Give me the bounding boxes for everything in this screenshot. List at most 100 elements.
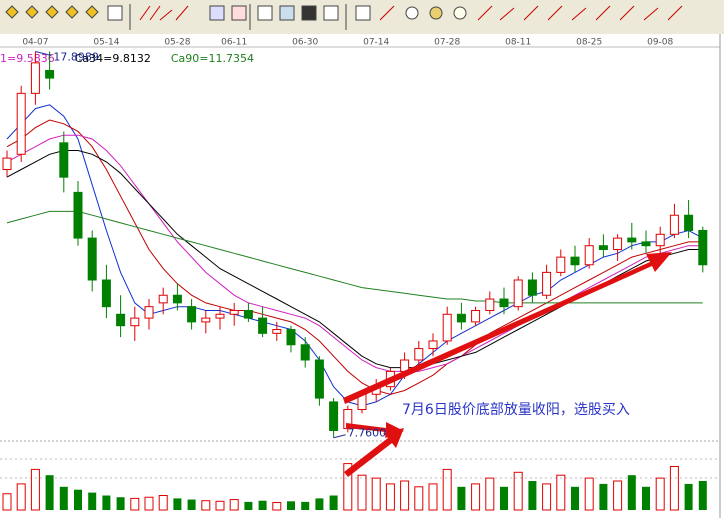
x-tick-label: 08-11: [505, 38, 531, 48]
x-tick-label: 08-25: [576, 38, 602, 48]
volume-bar: [414, 486, 424, 511]
candle-body: [414, 348, 424, 361]
volume-bar: [130, 497, 140, 511]
ma-line: [6, 104, 704, 407]
volume-bar: [400, 480, 410, 511]
candle-body: [669, 214, 679, 235]
candle-body: [286, 329, 296, 346]
volume-bar: [201, 500, 211, 511]
volume-bar: [30, 468, 40, 511]
candle-body: [456, 313, 466, 323]
x-tick-label: 05-14: [93, 38, 119, 48]
x-tick-label: 05-28: [164, 38, 190, 48]
volume-bar: [102, 495, 111, 510]
volume-bar: [655, 477, 665, 511]
volume-bar: [471, 483, 481, 511]
low-pointer: [333, 434, 346, 439]
candle-body: [613, 237, 623, 251]
volume-bar: [371, 477, 381, 511]
legend-entry: Ca34=9.8132: [75, 52, 151, 65]
candle-body: [655, 233, 665, 247]
candle-body: [300, 344, 310, 361]
candle-body: [101, 279, 111, 308]
candle-body: [16, 92, 26, 155]
candle-body: [598, 245, 608, 251]
volume-bar: [315, 498, 324, 510]
volume-bar: [229, 499, 239, 511]
volume-bar: [642, 486, 650, 510]
candle-body: [513, 279, 523, 308]
trend-arrow: [343, 252, 672, 404]
x-tick-label: 06-30: [292, 38, 318, 48]
volume-bar: [88, 492, 97, 510]
volume-bar: [45, 475, 54, 510]
candle-body: [329, 401, 339, 431]
candle-body: [499, 298, 509, 308]
volume-bar: [357, 474, 367, 511]
volume-bar: [74, 489, 82, 510]
candle-body: [542, 271, 552, 296]
legend-entry: Ca90=11.7354: [171, 52, 254, 65]
volume-bar: [158, 495, 168, 511]
volume-bar: [144, 496, 154, 511]
candle-body: [73, 191, 83, 239]
candle-body: [215, 313, 225, 319]
volume-bar: [16, 483, 26, 511]
candle-body: [130, 317, 140, 327]
x-tick-label: 07-28: [434, 38, 460, 48]
volume-bar: [613, 480, 623, 511]
bottom-arrow: [346, 422, 404, 438]
candle-body: [570, 256, 580, 266]
candle-body: [684, 214, 694, 231]
volume-bar: [428, 483, 438, 511]
ma-line: [6, 134, 703, 372]
candle-body: [243, 309, 253, 319]
candle-body: [229, 309, 239, 315]
volume-panel: [2, 463, 707, 511]
candle-body: [201, 317, 211, 323]
candle-body: [471, 309, 481, 323]
candle-body: [144, 306, 154, 319]
volume-bar: [173, 498, 182, 510]
ma-line: [6, 150, 703, 369]
toolbar: [0, 0, 724, 34]
candle-body: [627, 237, 637, 243]
volume-bar: [528, 481, 537, 510]
candle-body: [2, 157, 12, 171]
candle-body: [527, 279, 537, 296]
volume-bar: [684, 483, 693, 510]
ma-line: [6, 210, 703, 304]
volume-bar: [59, 486, 68, 510]
volume-bar: [187, 499, 196, 510]
volume-bar: [301, 501, 310, 510]
candle-body: [556, 256, 566, 273]
candle-body: [172, 294, 182, 304]
candle-body: [485, 298, 495, 311]
ma-lines: [6, 104, 704, 407]
candle-body: [87, 237, 97, 281]
volume-bar: [329, 495, 338, 510]
volume-bar: [627, 475, 636, 510]
legend-entry: 1=9.5836: [0, 52, 55, 65]
volume-bar: [2, 493, 12, 511]
arrows: [343, 252, 672, 477]
legend: 1=9.5836 Ca34=9.8132 Ca90=11.7354: [0, 52, 254, 65]
volume-bar: [542, 483, 552, 511]
volume-bar: [584, 477, 594, 511]
volume-bar: [599, 483, 608, 510]
volume-bar: [556, 474, 566, 511]
volume-bar: [513, 471, 523, 511]
annotation: 7月6日股价底部放量收阳，选股买入: [402, 402, 630, 418]
volume-bar: [698, 481, 707, 510]
volume-bar: [116, 497, 125, 510]
candle-body: [158, 294, 168, 304]
volume-bar: [287, 501, 295, 510]
toolbar-icons[interactable]: [5, 4, 683, 30]
volume-bar: [385, 483, 395, 511]
volume-bar: [485, 477, 495, 511]
volume-bar: [244, 501, 253, 510]
volume-bar: [669, 466, 679, 511]
volume-bar: [500, 486, 508, 510]
candle-body: [698, 229, 708, 266]
x-tick-label: 06-11: [221, 38, 247, 48]
